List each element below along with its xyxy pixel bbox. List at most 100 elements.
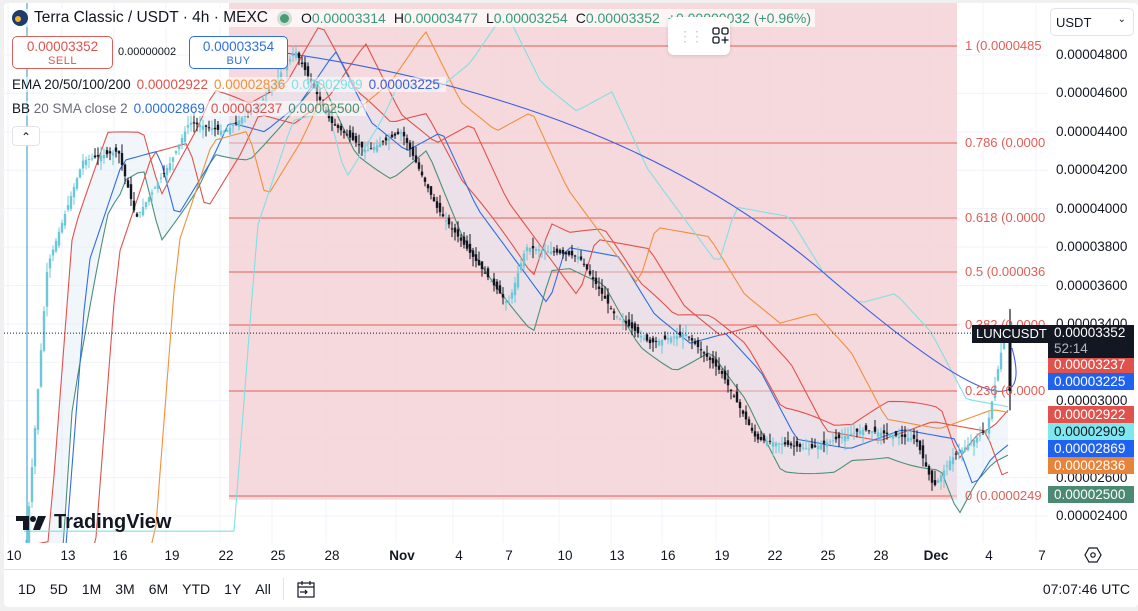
time-axis-label: 25 (820, 548, 836, 563)
buy-label: BUY (226, 55, 251, 67)
indicator-price-tag: 0.00003225 (1048, 373, 1134, 390)
ema50-value: 0.00002836 (213, 77, 286, 92)
fib-level-label: 0.786 (0.0000 (965, 135, 1046, 150)
price-axis-label: 0.00003000 (1056, 392, 1128, 408)
bb-basis-value: 0.00002869 (133, 101, 205, 116)
chevron-up-icon: ⌃ (20, 130, 32, 144)
price-axis-label: 0.00004400 (1056, 123, 1128, 139)
time-axis-label: 4 (985, 548, 993, 563)
time-axis-label: 7 (1038, 548, 1046, 563)
price-axis-label: 0.00004000 (1056, 200, 1128, 216)
indicator-price-tag: 0.00002500 (1048, 486, 1134, 503)
go-to-date-calendar-icon[interactable] (296, 579, 316, 599)
range-all-button[interactable]: All (255, 580, 271, 597)
collapse-legend-button[interactable]: ⌃ (12, 126, 40, 146)
close-key: C (575, 10, 586, 26)
fib-level-label: 0 (0.0000249 (965, 488, 1042, 503)
time-axis-label: 10 (6, 548, 22, 563)
range-5d-button[interactable]: 5D (49, 580, 68, 597)
price-axis-label: 0.00004800 (1056, 47, 1128, 62)
last-price-tag: 0.00003352 52:14 (1048, 325, 1134, 358)
fib-level-label: 0.618 (0.0000 (965, 210, 1046, 225)
ohlc-values: O0.00003314 H0.00003477 L0.00003254 C0.0… (301, 10, 811, 26)
indicator-price-tag: 0.00003237 (1048, 356, 1134, 373)
range-6m-button[interactable]: 6M (148, 580, 169, 597)
symbol-title[interactable]: Terra Classic / USDT · 4h · MEXC (34, 9, 268, 26)
time-axis-label: 28 (873, 548, 889, 563)
time-axis-label: 19 (164, 548, 180, 563)
logo-text: TradingView (54, 511, 172, 533)
bottom-toolbar: 1D 5D 1M 3M 6M YTD 1Y All 07:07:46 UTC (4, 570, 1138, 607)
low-value: 0.00003254 (493, 10, 568, 26)
sell-button[interactable]: 0.00003352 SELL (12, 36, 113, 69)
price-axis-label: 0.00003800 (1056, 239, 1128, 255)
close-value: 0.00003352 (585, 10, 660, 26)
axis-settings-icon[interactable] (1084, 546, 1102, 564)
bb-lower-value: 0.00002500 (288, 101, 360, 116)
chart-window: Terra Classic / USDT · 4h · MEXC O0.0000… (4, 3, 1138, 607)
ema100-value: 0.00002909 (291, 77, 363, 92)
time-axis-label: 16 (112, 548, 128, 563)
currency-select[interactable]: USDT ⌄ (1050, 8, 1134, 36)
time-axis-label: 7 (505, 548, 513, 563)
time-axis-label: 13 (60, 548, 76, 563)
ema200-value: 0.00003225 (368, 77, 440, 92)
divider (282, 577, 284, 600)
time-axis-label: 10 (557, 548, 573, 563)
last-price: 0.00003352 (1054, 325, 1126, 340)
time-axis-label: 13 (609, 548, 625, 563)
tradingview-logo-icon (16, 515, 46, 530)
high-key: H (393, 10, 404, 26)
price-axis-label: 0.00004600 (1056, 85, 1128, 101)
symbol-price-tag: LUNCUSDT (972, 325, 1051, 343)
spread-value: 0.00000002 (118, 46, 177, 58)
price-axis-label: 0.00002400 (1056, 508, 1128, 523)
time-axis-label: 4 (455, 548, 463, 563)
range-1d-button[interactable]: 1D (18, 580, 36, 597)
range-1y-button[interactable]: 1Y (224, 580, 242, 597)
price-axis-label: 0.00004200 (1056, 162, 1128, 178)
fib-level-label: 0.236 (0.0000 (965, 383, 1046, 398)
low-key: L (485, 10, 494, 26)
time-axis-label: Nov (389, 548, 415, 563)
chevron-down-icon: ⌄ (1117, 14, 1126, 25)
sell-label: SELL (48, 55, 77, 67)
ema-name: EMA (12, 77, 41, 92)
time-axis-label: 25 (270, 548, 286, 563)
utc-clock[interactable]: 07:07:46 UTC (1042, 580, 1130, 597)
ema-params: 20/50/100/200 (44, 77, 131, 92)
add-widget-icon[interactable] (712, 27, 730, 45)
high-value: 0.00003477 (403, 10, 478, 26)
tradingview-logo[interactable]: TradingView (16, 511, 171, 534)
sell-price: 0.00003352 (26, 39, 99, 54)
fib-level-label: 0.5 (0.000036 (965, 264, 1046, 279)
indicator-price-tag: 0.00002869 (1048, 440, 1134, 457)
time-axis-label: 16 (660, 548, 676, 563)
open-key: O (300, 10, 312, 26)
range-ytd-button[interactable]: YTD (182, 580, 211, 597)
divider (4, 569, 1138, 570)
time-axis-label: Dec (923, 548, 949, 563)
time-axis-label: 22 (767, 548, 783, 563)
market-open-status-icon (279, 13, 289, 23)
bb-indicator-legend[interactable]: BB 20 SMA close 2 0.00002869 0.00003237 … (12, 101, 366, 116)
open-value: 0.00003314 (311, 10, 386, 26)
bb-params: 20 SMA close 2 (33, 101, 128, 116)
ema-indicator-legend[interactable]: EMA 20/50/100/200 0.00002922 0.00002836 … (12, 77, 446, 92)
range-3m-button[interactable]: 3M (115, 580, 135, 597)
floating-widget-toolbar[interactable]: ⋮⋮ (668, 17, 730, 55)
terra-classic-logo-icon (12, 10, 28, 26)
buy-price: 0.00003354 (202, 39, 275, 54)
buy-button[interactable]: 0.00003354 BUY (189, 36, 288, 69)
range-1m-button[interactable]: 1M (81, 580, 102, 597)
indicator-price-tag: 0.00002922 (1048, 406, 1134, 423)
price-axis-label: 0.00003600 (1056, 277, 1128, 293)
time-axis-label: 19 (714, 548, 730, 563)
bar-countdown: 52:14 (1054, 341, 1088, 356)
drag-handle-icon[interactable]: ⋮⋮ (678, 27, 704, 44)
currency-value: USDT (1056, 15, 1092, 30)
indicator-price-tag: 0.00002836 (1048, 457, 1134, 474)
bb-name: BB (12, 101, 31, 116)
indicator-price-tag: 0.00002909 (1048, 423, 1134, 440)
ema20-value: 0.00002922 (136, 77, 208, 92)
